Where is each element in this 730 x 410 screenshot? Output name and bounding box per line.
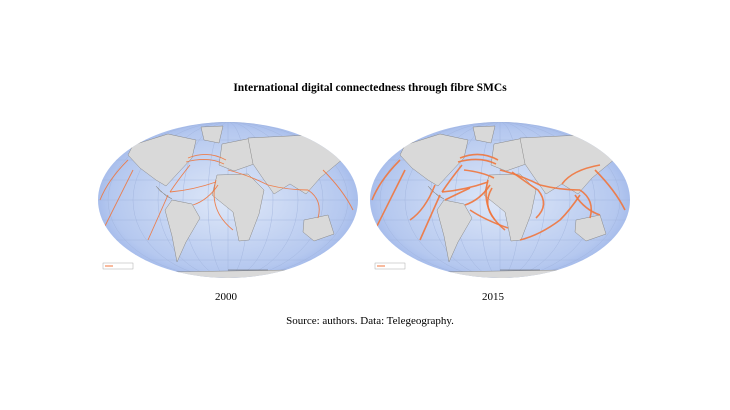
cable-route	[469, 209, 509, 229]
meridian	[157, 122, 299, 278]
landmass	[211, 173, 265, 242]
cable-route	[185, 159, 225, 165]
cable-route	[519, 194, 581, 241]
cable-route	[169, 164, 191, 193]
cable-route	[419, 194, 441, 241]
cable-route	[561, 164, 601, 185]
cable-route	[187, 154, 227, 161]
legend-box	[102, 262, 134, 270]
cable-route	[511, 171, 545, 219]
cable-route	[486, 187, 496, 221]
map-content	[98, 122, 358, 278]
cable-route	[322, 169, 354, 211]
landmass	[399, 133, 469, 187]
meridian	[429, 122, 571, 278]
meridian	[404, 122, 596, 278]
landmass	[574, 214, 607, 242]
landmass	[436, 199, 473, 263]
landmass	[127, 133, 197, 187]
figure-title: International digital connectedness thro…	[233, 82, 507, 94]
cable-route	[579, 189, 593, 219]
panel-label: 2000	[215, 291, 238, 303]
panel-label: 2015	[482, 291, 505, 303]
landmass	[165, 269, 291, 278]
meridian	[107, 122, 349, 278]
cable-route	[213, 179, 234, 231]
cable-route	[574, 194, 601, 216]
landmass	[437, 269, 563, 278]
cable-route	[441, 164, 463, 193]
legend-box	[374, 262, 406, 270]
landmass	[164, 199, 201, 263]
cable-route	[459, 153, 499, 161]
cable-route	[409, 184, 436, 221]
cable-route	[192, 184, 219, 206]
meridian	[182, 122, 274, 278]
cable-route	[594, 169, 626, 211]
meridian	[454, 122, 546, 278]
cable-route	[147, 194, 169, 241]
map-2015	[370, 122, 630, 278]
landmass	[155, 185, 173, 200]
source-note: Source: authors. Data: Telegeography.	[286, 315, 454, 327]
cable-route	[371, 159, 401, 201]
landmass	[472, 125, 496, 144]
cable-route	[102, 169, 134, 231]
meridian	[132, 122, 324, 278]
cable-route	[169, 181, 217, 193]
landmass	[302, 214, 335, 242]
landmass	[218, 137, 255, 172]
cable-route	[457, 158, 497, 165]
cable-route	[499, 169, 581, 191]
cable-route	[444, 187, 471, 201]
cable-route	[307, 189, 320, 219]
landmass	[427, 185, 445, 200]
landmass	[200, 125, 224, 144]
cable-route	[99, 159, 129, 201]
map-2000	[98, 122, 358, 278]
cable-route	[227, 169, 309, 191]
cable-route	[374, 169, 406, 231]
map-content	[370, 122, 630, 278]
cable-route	[441, 181, 489, 193]
cable-route	[463, 169, 495, 179]
cable-route	[464, 184, 491, 206]
